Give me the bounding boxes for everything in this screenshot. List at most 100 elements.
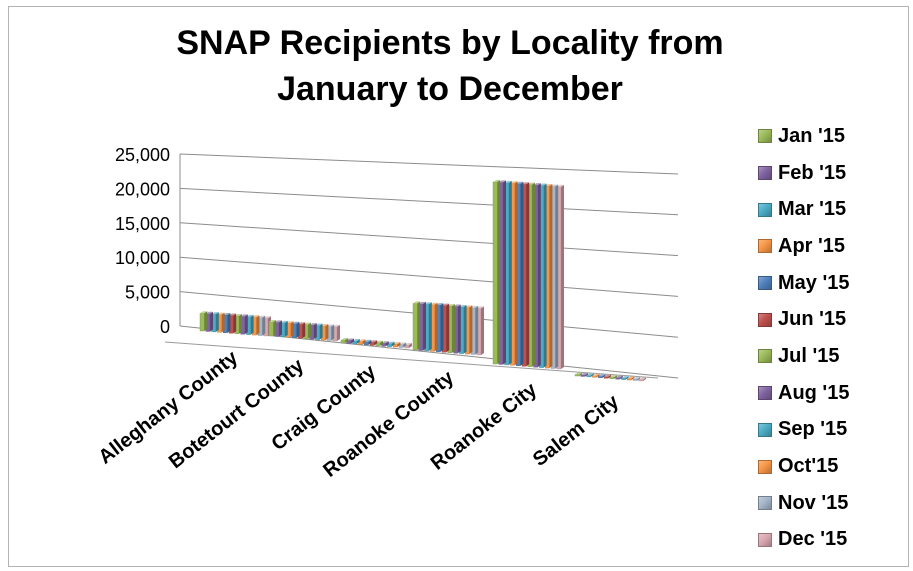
bar-top <box>274 320 282 323</box>
bar-top <box>551 184 559 187</box>
bar-top <box>240 314 248 317</box>
legend-swatch <box>758 349 772 364</box>
legend-swatch <box>758 459 772 474</box>
bar-top <box>615 375 623 378</box>
bar-side <box>596 373 600 378</box>
bar-side <box>362 339 366 345</box>
bar-side <box>308 322 311 339</box>
y-tick-label: 0 <box>160 317 170 337</box>
y-tick-label: 10,000 <box>115 248 170 268</box>
bar-top <box>205 311 213 314</box>
bar-side <box>608 374 612 379</box>
legend-swatch <box>758 532 772 547</box>
bar-top <box>370 340 378 343</box>
bar-side <box>403 342 407 348</box>
bar-side <box>391 341 395 347</box>
bar-top <box>604 374 612 377</box>
bar-top <box>387 341 395 344</box>
bar-side <box>561 184 564 369</box>
bar-side <box>262 315 266 336</box>
bar-top <box>303 322 311 325</box>
gridline <box>179 187 679 216</box>
legend-label: Jul '15 <box>778 344 840 367</box>
bar-top <box>280 320 288 323</box>
bar-side <box>579 372 583 376</box>
x-category-label: Alleghany County <box>95 346 243 469</box>
legend-item: Nov '15 <box>758 485 908 522</box>
bar-side <box>273 319 277 336</box>
bar-top <box>627 376 635 379</box>
legend-swatch <box>758 166 772 181</box>
bar-side <box>296 321 300 338</box>
bar-side <box>602 374 606 378</box>
bar-side <box>356 338 360 344</box>
bar-side <box>643 377 646 381</box>
bar-top <box>533 183 541 186</box>
bar-side <box>244 314 248 335</box>
bar-top <box>352 338 360 341</box>
x-category-label: Botetourt County <box>165 354 309 473</box>
bar-top <box>621 376 629 379</box>
bar-side <box>440 303 444 352</box>
y-tick-label: 20,000 <box>115 179 170 199</box>
bar-side <box>284 320 288 337</box>
bar-side <box>204 311 208 331</box>
bar-side <box>428 302 432 351</box>
bar-side <box>481 306 484 355</box>
bar-top <box>424 302 432 305</box>
bar-top <box>476 306 484 309</box>
bar-top <box>375 340 383 343</box>
bar-side <box>520 181 524 366</box>
bar-side <box>475 305 479 355</box>
bar-top <box>516 181 524 184</box>
bar-top <box>217 312 225 315</box>
bar-side <box>457 304 461 354</box>
bar-top <box>346 338 354 341</box>
bar-side <box>590 373 594 377</box>
bar <box>632 378 638 381</box>
bar-top <box>539 183 547 186</box>
bar-side <box>537 183 541 368</box>
bar-side <box>555 184 559 369</box>
legend-swatch <box>758 202 772 217</box>
bar-top <box>332 324 340 327</box>
legend-label: Feb '15 <box>778 161 847 184</box>
bar-top <box>442 303 450 306</box>
bar-side <box>614 375 617 379</box>
bar-side <box>290 321 294 338</box>
y-tick-label: 25,000 <box>115 145 170 165</box>
bar-top <box>638 377 646 380</box>
bar-side <box>215 312 219 332</box>
bar-side <box>423 301 426 351</box>
bar-top <box>327 324 335 327</box>
bar-top <box>527 182 535 185</box>
bar-side <box>631 376 635 381</box>
chart-title: SNAP Recipients by Locality from January… <box>70 20 830 112</box>
legend-label: Dec '15 <box>778 528 848 551</box>
legend: Jan '15 Feb '15 Mar '15 Apr '15 May '15 Jun '… <box>758 118 908 558</box>
legend-label: Aug '15 <box>778 381 850 404</box>
bar-top <box>498 180 506 183</box>
bar-side <box>497 179 501 364</box>
legend-label: Nov '15 <box>778 491 849 514</box>
legend-swatch <box>758 312 772 327</box>
bar-side <box>313 323 317 340</box>
x-category-label: Salem City <box>529 390 624 471</box>
bar <box>492 181 498 365</box>
legend-item: Sep '15 <box>758 412 908 449</box>
bar-top <box>447 304 455 307</box>
bar-side <box>526 182 530 367</box>
gridline <box>179 222 679 257</box>
bar-top <box>575 372 583 375</box>
bar-side <box>514 181 518 366</box>
legend-item: Mar '15 <box>758 191 908 228</box>
bar-top <box>580 372 588 375</box>
legend-label: Jan '15 <box>778 124 846 147</box>
bar-side <box>434 302 438 352</box>
bar-top <box>298 322 306 325</box>
bar-top <box>404 342 412 345</box>
bar-top <box>252 315 260 318</box>
bar-side <box>256 315 260 336</box>
bar-top <box>436 303 444 306</box>
bar-side <box>625 376 629 380</box>
